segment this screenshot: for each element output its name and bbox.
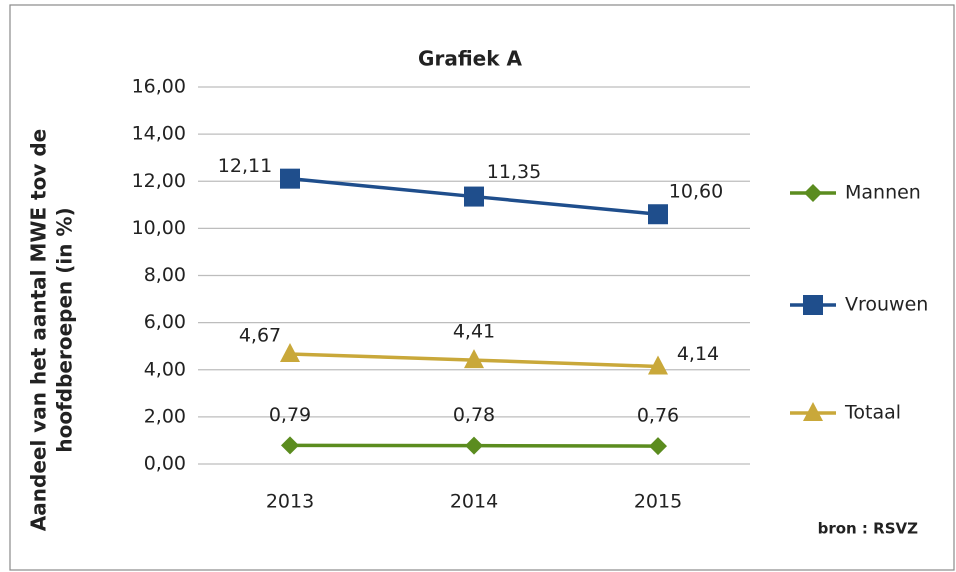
legend-marker xyxy=(803,402,823,421)
legend-label: Totaal xyxy=(844,402,901,424)
data-label: 4,14 xyxy=(677,343,719,365)
data-point xyxy=(280,168,300,189)
y-tick-label: 2,00 xyxy=(144,405,186,427)
data-point xyxy=(281,436,299,455)
data-label: 0,78 xyxy=(453,404,495,426)
data-point xyxy=(464,186,484,207)
chart-border xyxy=(9,4,955,571)
data-label: 4,67 xyxy=(239,324,281,346)
data-point xyxy=(648,204,668,225)
y-axis-label: Aandeel van het aantal MWE tov de xyxy=(27,129,51,531)
legend-marker xyxy=(804,184,822,202)
x-tick-label: 2015 xyxy=(634,491,682,513)
data-point xyxy=(648,355,668,375)
data-point xyxy=(649,437,667,456)
data-point xyxy=(465,436,483,455)
y-tick-label: 14,00 xyxy=(132,123,186,145)
legend-label: Vrouwen xyxy=(845,294,928,316)
data-label: 4,41 xyxy=(453,321,495,343)
y-tick-label: 6,00 xyxy=(144,311,186,333)
data-point xyxy=(464,349,484,369)
legend-label: Mannen xyxy=(845,182,921,204)
source-note: bron : RSVZ xyxy=(818,520,919,538)
data-label: 0,79 xyxy=(269,404,311,426)
legend-marker xyxy=(803,295,823,315)
y-tick-label: 4,00 xyxy=(144,358,186,380)
data-label: 12,11 xyxy=(218,155,272,177)
y-tick-label: 10,00 xyxy=(132,217,186,239)
y-axis-label: hoofdberoepen (in %) xyxy=(53,207,77,452)
data-label: 11,35 xyxy=(487,161,541,183)
chart-title: Grafiek A xyxy=(418,47,522,71)
data-label: 0,76 xyxy=(637,405,679,427)
y-tick-label: 16,00 xyxy=(132,76,186,98)
data-point xyxy=(280,342,300,362)
y-tick-label: 8,00 xyxy=(144,264,186,286)
y-tick-label: 12,00 xyxy=(132,170,186,192)
data-label: 10,60 xyxy=(669,181,723,203)
x-tick-label: 2014 xyxy=(450,491,498,513)
y-tick-label: 0,00 xyxy=(144,453,186,475)
x-tick-label: 2013 xyxy=(266,491,314,513)
